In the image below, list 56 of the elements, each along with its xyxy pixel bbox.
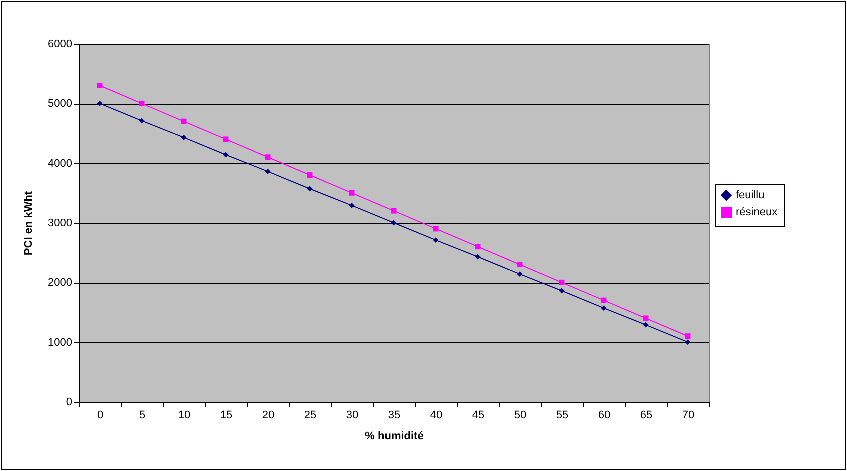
- point: [181, 118, 187, 124]
- point: [139, 118, 145, 124]
- point: [391, 208, 397, 214]
- point: [307, 186, 313, 192]
- point: [475, 254, 481, 260]
- point: [433, 238, 439, 244]
- point: [265, 154, 271, 160]
- point: [181, 134, 187, 140]
- y-tick-label: 3000: [48, 218, 72, 230]
- x-tick-label: 25: [304, 410, 317, 422]
- point: [391, 220, 397, 226]
- point: [559, 288, 565, 294]
- point: [307, 172, 313, 178]
- point: [433, 226, 439, 232]
- point: [685, 334, 691, 340]
- point: [601, 306, 607, 312]
- x-tick-label: 65: [640, 410, 653, 422]
- y-tick-label: 1000: [48, 336, 72, 349]
- x-tick-label: 35: [388, 410, 401, 422]
- x-tick-label: 55: [556, 410, 569, 422]
- point: [349, 190, 355, 196]
- point: [517, 272, 523, 278]
- legend-label: résineux: [736, 206, 778, 218]
- point: [559, 280, 565, 286]
- x-tick-label: 70: [682, 410, 695, 422]
- x-tick-label: 15: [220, 410, 233, 422]
- y-tick-label: 4000: [48, 158, 72, 170]
- x-tick-label: 60: [598, 410, 611, 422]
- x-tick-label: 40: [430, 410, 443, 422]
- point: [97, 83, 103, 89]
- point: [475, 244, 481, 250]
- x-tick-label: 0: [97, 410, 104, 422]
- x-tick-label: 5: [139, 410, 146, 422]
- point: [139, 100, 145, 106]
- x-tick-label: 30: [346, 410, 359, 422]
- point: [349, 202, 355, 208]
- point: [643, 322, 649, 328]
- y-tick-label: 6000: [48, 38, 72, 50]
- point: [643, 316, 649, 322]
- point: [97, 100, 103, 106]
- y-tick-label: 0: [66, 396, 72, 408]
- point: [517, 262, 523, 268]
- y-tick-label: 2000: [48, 277, 72, 290]
- x-tick-label: 50: [514, 410, 527, 422]
- point: [601, 298, 607, 304]
- point: [265, 168, 271, 174]
- x-tick-label: 20: [262, 410, 275, 422]
- legend-label: feuillu: [736, 190, 765, 202]
- y-axis-title: PCI en kWht: [23, 191, 36, 256]
- y-tick-label: 5000: [48, 98, 72, 110]
- point: [223, 136, 229, 142]
- x-tick-label: 45: [472, 410, 485, 422]
- x-tick-label: 10: [178, 410, 191, 422]
- point: [223, 152, 229, 158]
- x-axis-title: % humidité: [365, 430, 424, 442]
- point: [685, 340, 691, 346]
